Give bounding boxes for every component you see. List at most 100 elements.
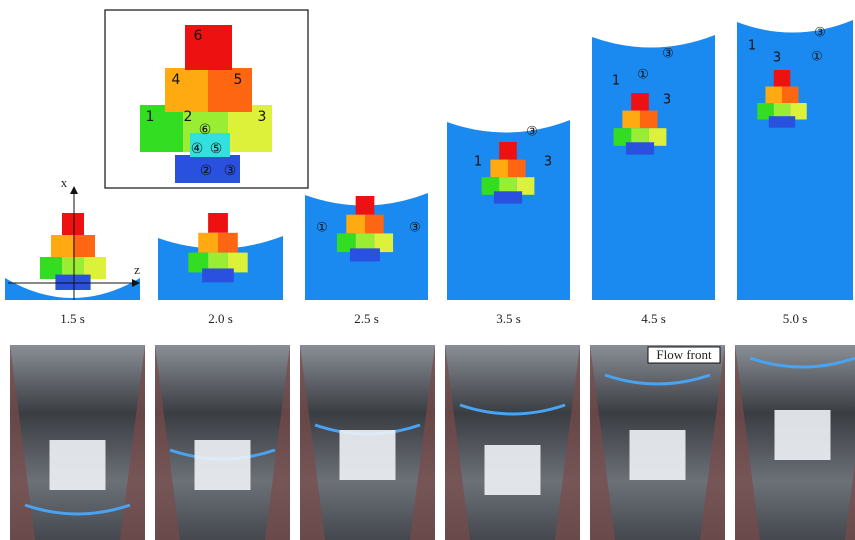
block (218, 232, 238, 253)
block (365, 214, 384, 234)
block-label: ③ (224, 163, 237, 179)
time-label: 2.0 s (208, 311, 233, 326)
block-label: ③ (409, 221, 421, 236)
block (188, 252, 209, 273)
blocks (339, 430, 396, 480)
block (768, 116, 796, 128)
photo-panels: Flow front (10, 345, 855, 540)
block (198, 232, 218, 253)
block-label: ③ (662, 47, 674, 62)
block-label: 1 (474, 155, 482, 170)
water (447, 120, 570, 300)
block (346, 214, 365, 234)
channel-wall (735, 345, 855, 540)
block (208, 252, 228, 273)
axes: x z (8, 175, 140, 300)
time-label: 3.5 s (496, 311, 521, 326)
block-label: ③ (526, 125, 538, 140)
axis-label: z (134, 262, 140, 277)
block (773, 70, 791, 87)
block (782, 86, 799, 103)
block-label: 6 (194, 28, 203, 44)
block-label: 1 (146, 109, 155, 125)
block-label: 3 (258, 109, 267, 125)
photo (445, 345, 580, 540)
block (355, 196, 375, 215)
block (499, 142, 517, 160)
block-label: 3 (773, 51, 781, 66)
block (73, 235, 95, 257)
block (227, 252, 248, 273)
block (336, 233, 356, 253)
block (773, 103, 791, 120)
block (84, 257, 106, 279)
water (592, 35, 715, 300)
time-label: 5.0 s (783, 311, 808, 326)
channel-wall (155, 345, 290, 540)
block (631, 93, 649, 111)
block-label: ① (637, 68, 649, 83)
block-label: 2 (184, 109, 193, 125)
block (757, 103, 774, 120)
time-label: 2.5 s (354, 311, 379, 326)
flow-front (749, 356, 855, 369)
blocks (629, 430, 686, 480)
block (648, 128, 667, 146)
block (202, 268, 234, 283)
block (640, 110, 658, 129)
block (165, 68, 210, 112)
block (55, 274, 91, 290)
arrow (132, 279, 140, 287)
time-label: 4.5 s (641, 311, 666, 326)
block-label: 3 (544, 155, 552, 170)
block (625, 142, 655, 155)
block (765, 86, 782, 103)
block (481, 177, 500, 195)
block (350, 248, 380, 262)
channel-wall (590, 345, 725, 540)
block (228, 105, 272, 152)
block (140, 105, 185, 152)
block (490, 159, 508, 178)
block (62, 257, 84, 279)
flow-front (604, 373, 711, 386)
block-label: 3 (663, 93, 671, 108)
block (493, 191, 523, 204)
channel-wall (10, 345, 145, 540)
block-label: ③ (814, 26, 826, 41)
block-label: ① (811, 50, 823, 65)
channel-wall (300, 345, 435, 540)
annotation: Flow front (656, 347, 712, 362)
block (355, 233, 375, 253)
block (51, 235, 73, 257)
block (190, 133, 230, 157)
flow-front (24, 503, 131, 516)
water (737, 20, 853, 300)
block-label: ④ (191, 141, 204, 157)
blocks (49, 440, 106, 490)
blocks (194, 440, 251, 490)
block (631, 128, 649, 146)
water (5, 278, 140, 300)
block-label: ② (200, 163, 213, 179)
block-label: 4 (172, 72, 181, 88)
inset: 6 4 5 1 2 3 ⑥ ④ ⑤ ② ③ (104, 9, 309, 189)
block (499, 177, 517, 195)
block (790, 103, 807, 120)
block (62, 213, 84, 235)
block-label: 1 (748, 39, 756, 54)
block (185, 25, 232, 70)
blocks (484, 445, 541, 495)
block (613, 128, 632, 146)
annotation-box (647, 346, 721, 364)
block-label: ⑤ (210, 141, 223, 157)
block (374, 233, 394, 253)
axis-label: x (61, 175, 68, 190)
flow-front (459, 403, 566, 416)
block (40, 257, 62, 279)
block (208, 213, 228, 233)
block-label: 1 (612, 74, 620, 89)
arrow (70, 186, 78, 194)
